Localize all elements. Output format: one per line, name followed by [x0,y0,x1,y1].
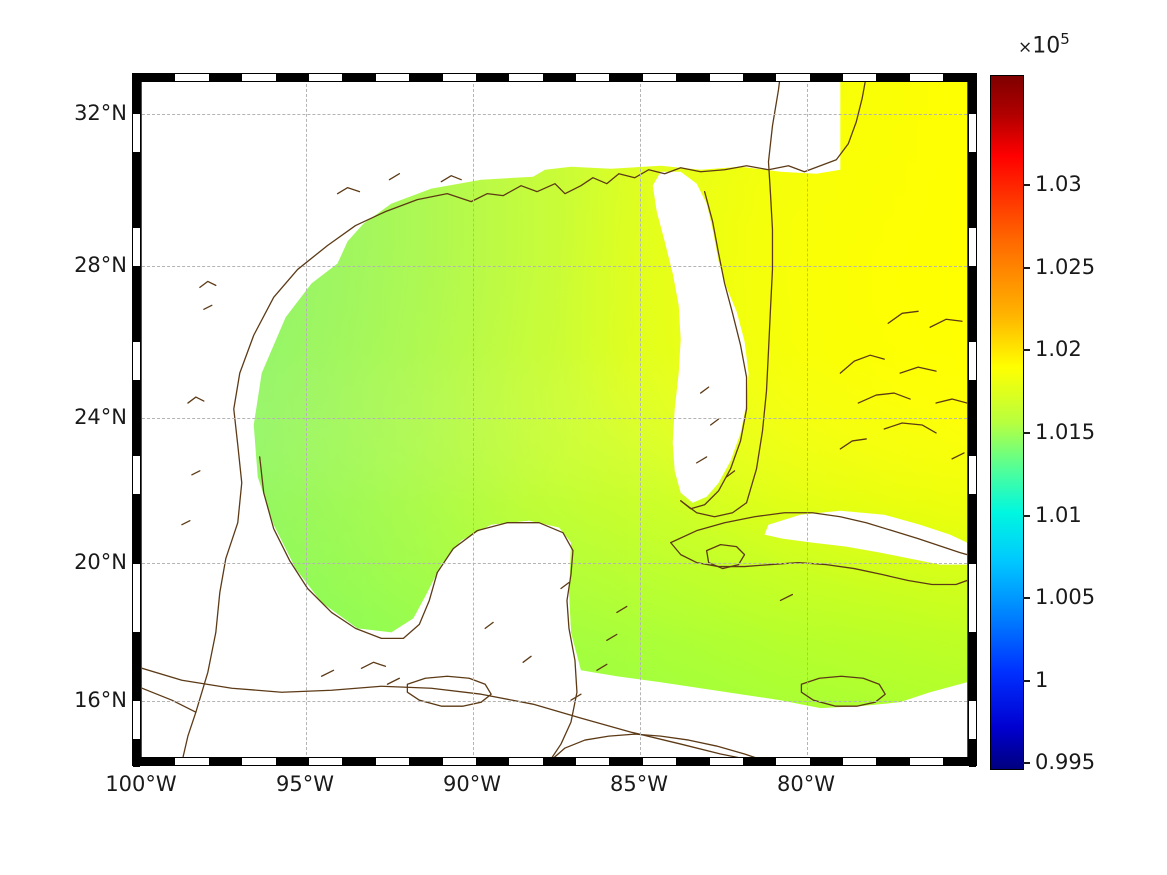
ytick-label-24n: 24°N [74,405,127,429]
xtick-label-100w: 100°W [105,772,177,796]
xtick-label-95w: 95°W [276,772,334,796]
xtick-label-90w: 90°W [443,772,501,796]
colorbar-tick-1.015 [1023,432,1030,434]
map-frame-top [141,73,969,82]
colorbar-label-1.03: 1.03 [1035,172,1082,196]
colorbar-label-1.005: 1.005 [1035,585,1096,609]
colorbar-label-1.01: 1.01 [1035,503,1082,527]
xtick-label-85w: 85°W [610,772,668,796]
colorbar[interactable] [990,75,1030,770]
colorbar-tick-0.995 [1023,762,1030,764]
coastline-layer [142,74,967,763]
pressure-field-raster [142,74,967,765]
colorbar-label-1.025: 1.025 [1035,255,1096,279]
colorbar-gradient [991,76,1023,769]
ytick-label-28n: 28°N [74,253,127,277]
exponent-power: 5 [1060,30,1070,48]
colorbar-label-1: 1 [1035,668,1049,692]
map-frame-bottom [141,757,969,766]
ytick-label-16n: 16°N [74,688,127,712]
ytick-label-32n: 32°N [74,101,127,125]
colorbar-label-1.02: 1.02 [1035,337,1082,361]
colorbar-label-1.015: 1.015 [1035,420,1096,444]
map-plot-area[interactable] [141,73,968,766]
exponent-base: 10 [1032,33,1061,59]
colorbar-tick-1.025 [1023,267,1030,269]
colorbar-tick-1.02 [1023,349,1030,351]
raster-svg [142,74,967,765]
colorbar-label-0.995: 0.995 [1035,750,1096,774]
map-frame-left [132,73,141,767]
colorbar-exponent-label: ×105 [1018,30,1070,58]
xtick-label-80w: 80°W [777,772,835,796]
ocean-data-group [142,74,967,765]
ytick-label-20n: 20°N [74,550,127,574]
colorbar-tick-1.01 [1023,515,1030,517]
colorbar-tick-1.03 [1023,184,1030,186]
map-frame-right [968,73,977,767]
colorbar-tick-1.005 [1023,597,1030,599]
multiplication-sign: × [1018,37,1033,58]
colorbar-tick-1 [1023,680,1030,682]
